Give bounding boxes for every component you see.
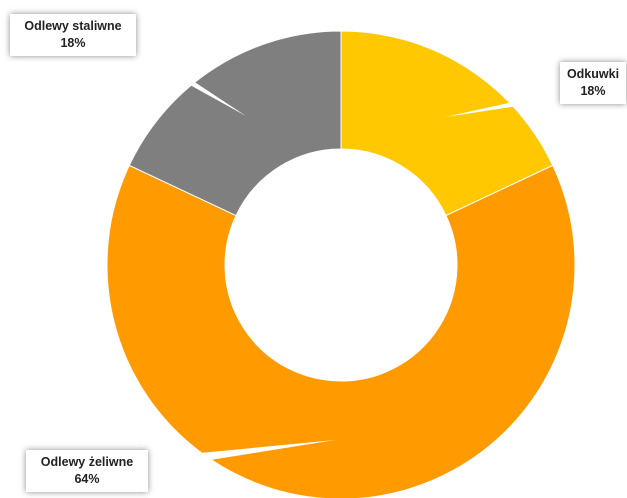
donut-slice-1: [340, 30, 554, 217]
callout-odkuwki: Odkuwki 18%: [560, 62, 626, 104]
slice-label: Odlewy staliwne: [24, 19, 122, 33]
donut-slices: [106, 30, 576, 498]
callout-leaders: [134, 42, 558, 470]
callout-odlewy-staliwne: Odlewy staliwne 18%: [10, 14, 136, 56]
callout-leader-2: [148, 440, 335, 470]
slice-label: Odkuwki: [566, 67, 620, 81]
donut-slice-3: [128, 30, 342, 217]
slice-value-label: 18%: [580, 84, 606, 98]
callout-odlewy-zeliwne: Odlewy żeliwne 64%: [26, 450, 148, 492]
callout-leader-1: [445, 92, 558, 117]
donut-slice-2: [106, 164, 576, 498]
slice-value-label: 64%: [74, 472, 100, 486]
slice-label: Odlewy żeliwne: [40, 455, 134, 469]
slice-value-label: 18%: [60, 36, 86, 50]
callout-leader-3: [134, 42, 246, 116]
